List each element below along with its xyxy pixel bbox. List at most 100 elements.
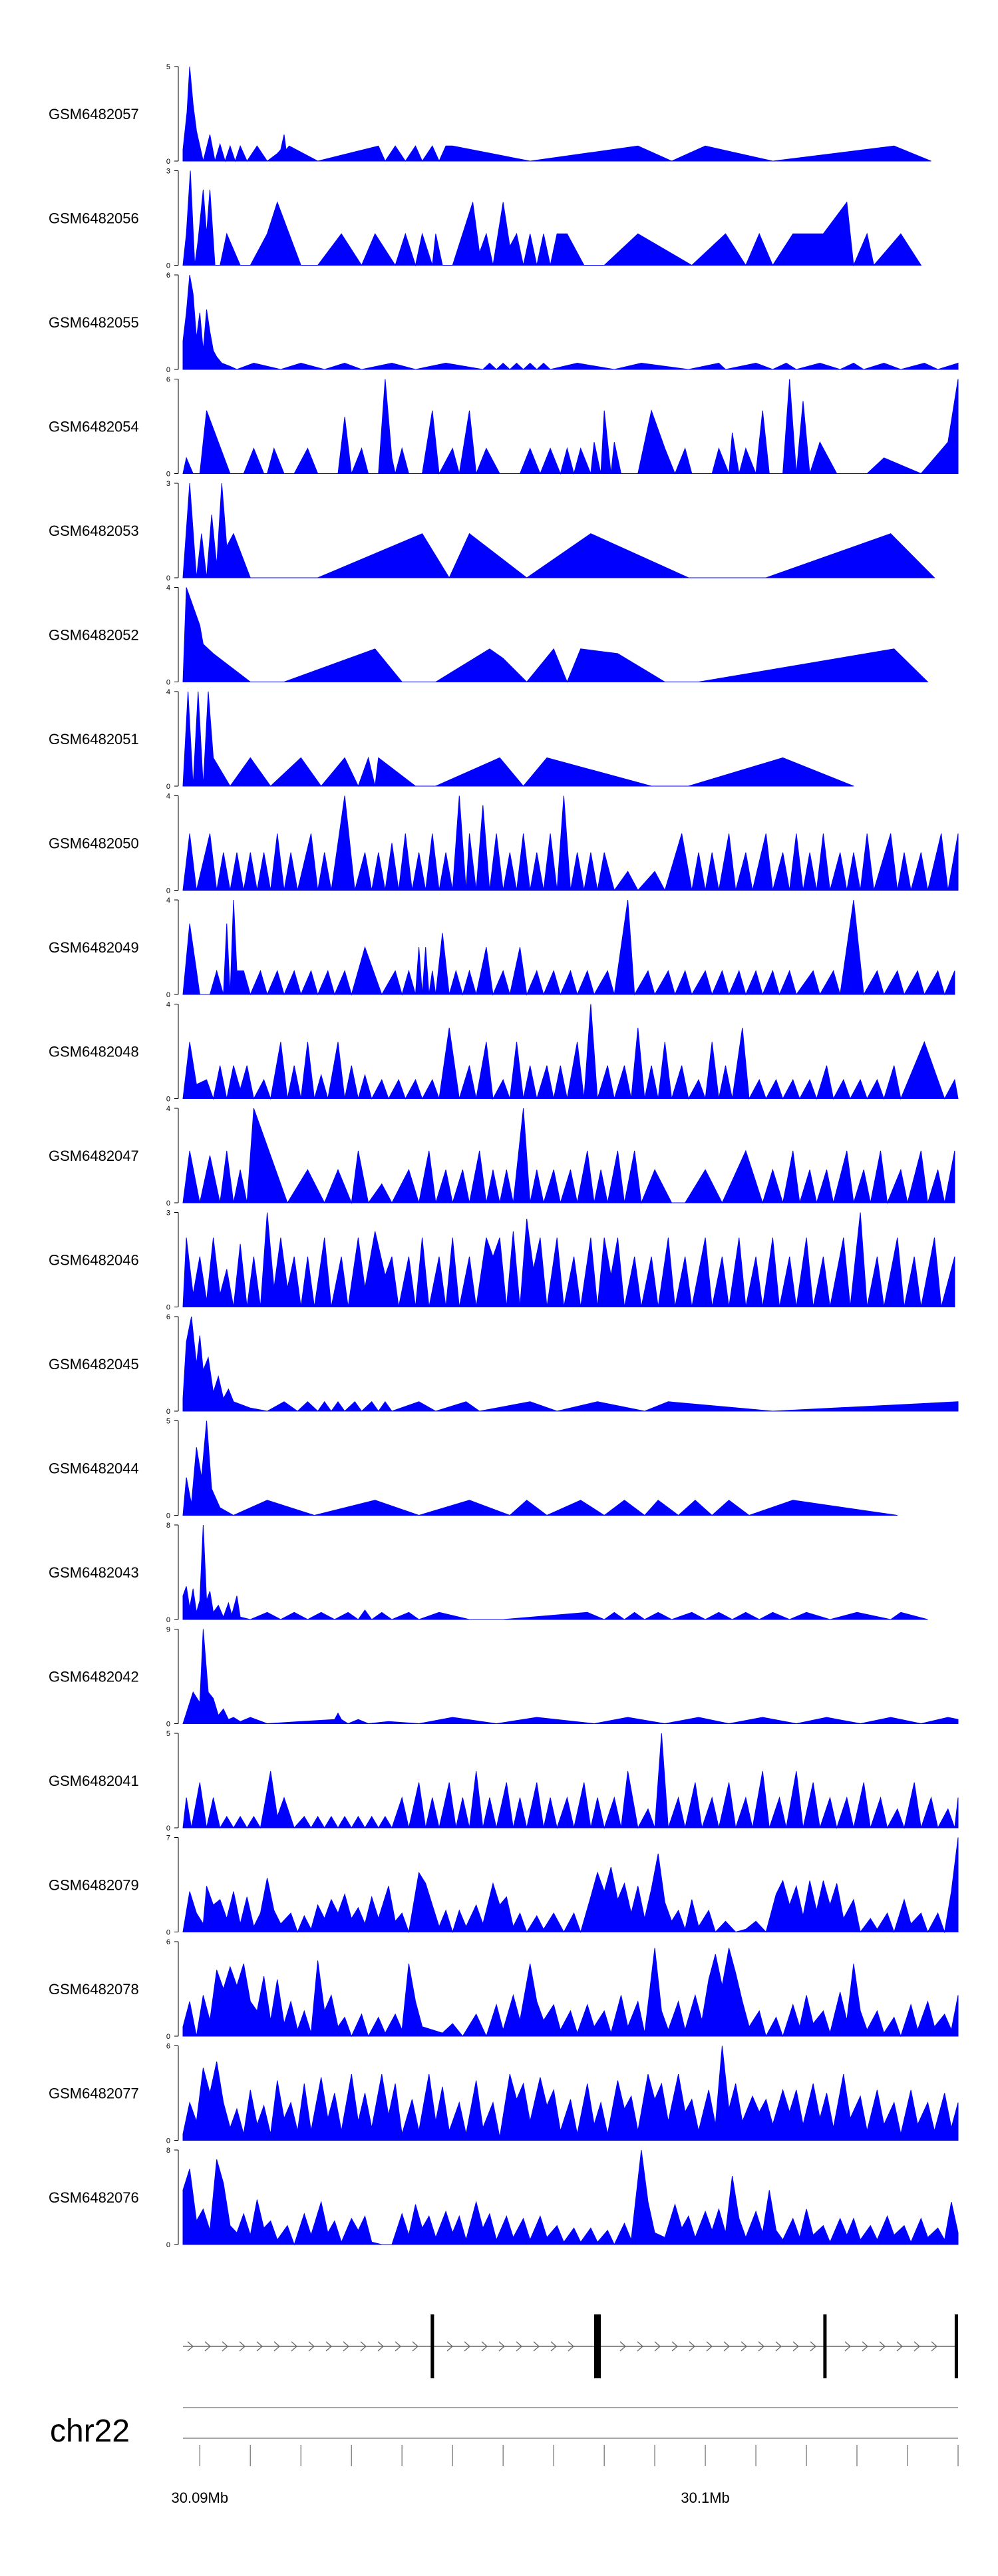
track: GSM6482047 4 0 xyxy=(49,1105,955,1207)
y-tick-label-max: 3 xyxy=(166,1209,170,1217)
strand-arrow xyxy=(481,2341,488,2352)
y-tick-label-max: 4 xyxy=(166,1105,170,1113)
coverage-area xyxy=(182,1837,959,1934)
track: GSM6482078 6 0 xyxy=(49,1938,959,2041)
track-label: GSM6482041 xyxy=(49,1773,139,1789)
strand-arrow xyxy=(325,2341,332,2352)
y-tick-label-min: 0 xyxy=(166,1929,170,1937)
track: GSM6482041 5 0 xyxy=(49,1730,959,1832)
y-tick-label-max: 4 xyxy=(166,793,170,801)
strand-arrow xyxy=(360,2341,367,2352)
track: GSM6482055 6 0 xyxy=(49,272,959,374)
strand-arrow xyxy=(689,2341,695,2352)
track-label: GSM6482046 xyxy=(49,1252,139,1269)
track: GSM6482056 3 0 xyxy=(49,168,922,270)
strand-arrow xyxy=(464,2341,470,2352)
y-tick-label-min: 0 xyxy=(166,679,170,687)
y-tick-label-min: 0 xyxy=(166,1408,170,1416)
coverage-area xyxy=(182,483,935,579)
strand-arrow xyxy=(412,2341,418,2352)
strand-arrow xyxy=(550,2341,557,2352)
strand-arrow xyxy=(291,2341,297,2352)
track-label: GSM6482052 xyxy=(49,627,139,644)
track: GSM6482077 6 0 xyxy=(49,2043,959,2145)
track: GSM6482053 3 0 xyxy=(49,480,935,582)
track: GSM6482043 8 0 xyxy=(49,1522,928,1624)
coverage-area xyxy=(182,795,959,891)
y-tick-label-min: 0 xyxy=(166,887,170,895)
y-tick-label-min: 0 xyxy=(166,262,170,270)
strand-arrow xyxy=(187,2341,194,2352)
strand-arrow xyxy=(568,2341,574,2352)
track-label: GSM6482055 xyxy=(49,314,139,331)
coverage-area xyxy=(182,2045,959,2141)
y-tick-label-min: 0 xyxy=(166,366,170,374)
strand-arrow xyxy=(706,2341,713,2352)
strand-arrow xyxy=(862,2341,868,2352)
y-tick-label-max: 6 xyxy=(166,376,170,384)
strand-arrow xyxy=(637,2341,643,2352)
track: GSM6482052 4 0 xyxy=(49,584,929,687)
y-tick-label-max: 7 xyxy=(166,1834,170,1842)
coverage-area xyxy=(182,1108,955,1204)
strand-arrow xyxy=(239,2341,246,2352)
track-label: GSM6482057 xyxy=(49,106,139,122)
coverage-area xyxy=(182,1420,898,1516)
coverage-area xyxy=(182,1316,959,1412)
track-label: GSM6482079 xyxy=(49,1877,139,1894)
exon-block xyxy=(594,2314,601,2378)
track-label: GSM6482054 xyxy=(49,419,139,435)
coverage-area xyxy=(182,899,955,996)
track: GSM6482057 5 0 xyxy=(49,63,931,166)
coverage-area xyxy=(182,66,931,162)
track: GSM6482079 7 0 xyxy=(49,1834,959,1937)
y-tick-label-max: 4 xyxy=(166,688,170,696)
y-tick-label-min: 0 xyxy=(166,471,170,479)
strand-arrow xyxy=(810,2341,816,2352)
coverage-area xyxy=(182,691,854,787)
y-tick-label-max: 6 xyxy=(166,272,170,280)
strand-arrow xyxy=(931,2341,937,2352)
strand-arrow xyxy=(377,2341,384,2352)
coverage-area xyxy=(182,1733,959,1829)
y-tick-label-max: 3 xyxy=(166,168,170,176)
exon-block xyxy=(954,2314,958,2378)
coverage-area xyxy=(182,1212,955,1307)
track-label: GSM6482045 xyxy=(49,1356,139,1373)
strand-arrow xyxy=(792,2341,799,2352)
coverage-area xyxy=(182,587,929,683)
track: GSM6482076 8 0 xyxy=(49,2147,959,2249)
exon-block xyxy=(430,2314,434,2378)
axis-position-label: 30.09Mb xyxy=(171,2489,228,2506)
y-tick-label-min: 0 xyxy=(166,1199,170,1207)
track: GSM6482051 4 0 xyxy=(49,688,854,791)
track-label: GSM6482049 xyxy=(49,939,139,956)
chromosome-label: chr22 xyxy=(50,2414,130,2449)
axis-position-label: 30.1Mb xyxy=(681,2489,729,2506)
track-label: GSM6482051 xyxy=(49,731,139,748)
track: GSM6482046 3 0 xyxy=(49,1209,955,1312)
strand-arrow xyxy=(204,2341,211,2352)
y-tick-label-max: 6 xyxy=(166,1313,170,1321)
track-label: GSM6482053 xyxy=(49,523,139,539)
strand-arrow xyxy=(671,2341,678,2352)
y-tick-label-min: 0 xyxy=(166,1721,170,1729)
coverage-area xyxy=(182,2149,959,2246)
y-tick-label-max: 4 xyxy=(166,897,170,905)
y-tick-label-max: 8 xyxy=(166,1522,170,1530)
strand-arrow xyxy=(896,2341,903,2352)
track-label: GSM6482043 xyxy=(49,1564,139,1581)
track-label: GSM6482042 xyxy=(49,1669,139,1685)
strand-arrow xyxy=(222,2341,228,2352)
coverage-area xyxy=(182,1948,959,2038)
y-tick-label-min: 0 xyxy=(166,2137,170,2145)
y-tick-label-max: 4 xyxy=(166,584,170,592)
y-tick-label-max: 5 xyxy=(166,63,170,71)
track: GSM6482048 4 0 xyxy=(49,1001,959,1104)
y-tick-label-max: 5 xyxy=(166,1730,170,1738)
coverage-area xyxy=(182,1524,928,1620)
track-label: GSM6482050 xyxy=(49,835,139,852)
y-tick-label-max: 4 xyxy=(166,1001,170,1009)
strand-arrow xyxy=(308,2341,315,2352)
